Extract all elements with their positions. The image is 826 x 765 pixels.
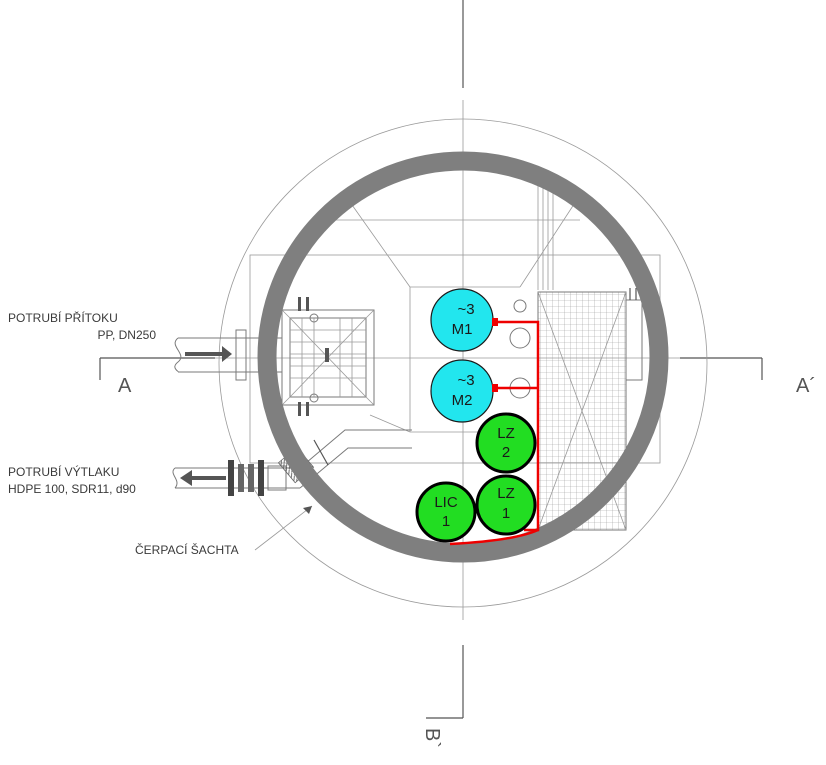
cable-route: [494, 320, 540, 532]
valve-flange: [228, 460, 234, 496]
outflow-arrow-head: [180, 470, 192, 486]
slab-diagonal: [344, 194, 411, 288]
slab-diagonal: [519, 194, 581, 288]
inflow-label-line1: POTRUBÍ PŘÍTOKU: [8, 310, 118, 325]
pressure-pipe-top: [299, 429, 412, 469]
bolt: [309, 313, 319, 323]
inlet-screen-inner: [289, 317, 367, 398]
motor-m1-line2: M1: [452, 321, 473, 338]
inlet-screen-frame: [281, 309, 375, 406]
outflow-label-line1: POTRUBÍ VÝTLAKU: [8, 464, 119, 479]
screen-handle: [306, 402, 309, 416]
lz1-line1: LZ: [497, 485, 515, 502]
inflow-pipe-break: [174, 337, 182, 373]
inflow-label-line2: PP, DN250: [98, 328, 157, 342]
screen-handle: [298, 402, 301, 416]
outer-circle: [218, 118, 708, 608]
inflow-flange: [235, 329, 247, 381]
motor-junction: [513, 299, 527, 313]
motor-m2: ~3 M2: [430, 359, 494, 423]
lic1-line2: 1: [442, 513, 450, 530]
shaft-leader: [254, 505, 313, 551]
level-controller-lic1: LIC 1: [415, 481, 477, 543]
shaft-label: ČERPACÍ ŠACHTA: [135, 542, 239, 557]
bolt: [309, 393, 319, 403]
motor-m2-line2: M2: [452, 392, 473, 409]
lic1-line1: LIC: [434, 494, 458, 511]
motor-m2-terminal: [492, 384, 498, 392]
level-switch-lz1: LZ 1: [475, 474, 537, 536]
lz2-line1: LZ: [497, 425, 515, 442]
section-a-left-label: A: [118, 375, 132, 397]
level-switch-lz2: LZ 2: [475, 412, 537, 474]
motor-m1-terminal: [492, 318, 498, 326]
valve-body: [248, 464, 254, 492]
screen-latch: [325, 348, 329, 362]
cable-route: [449, 528, 539, 546]
screen-handle: [306, 297, 309, 311]
grate-diagonal: [537, 291, 627, 531]
shaft-ring: [257, 151, 669, 563]
motor-m1-line1: ~3: [457, 301, 474, 318]
section-b-bottom-label: B`: [421, 728, 443, 748]
wall-valve-stem: [313, 439, 329, 466]
lz2-line2: 2: [502, 444, 510, 461]
section-a-right-label: A´: [796, 375, 816, 397]
inflow-arrow-head: [222, 346, 232, 362]
inlet-screen-grid: [281, 309, 375, 406]
motor-m1: ~3 M1: [430, 288, 494, 352]
slab-diagonal: [369, 414, 411, 433]
screen-handle: [298, 297, 301, 311]
motor-junction: [509, 327, 531, 349]
grate-hinge: [625, 299, 643, 381]
outflow-label-line2: HDPE 100, SDR11, d90: [8, 482, 136, 496]
outflow-pipe-break: [172, 467, 178, 489]
lz1-line2: 1: [502, 505, 510, 522]
valve-flange: [258, 460, 264, 496]
shaft-leader-arrow: [303, 506, 312, 514]
valve-box: [267, 465, 287, 491]
valve-body: [238, 464, 244, 492]
motor-m2-line1: ~3: [457, 372, 474, 389]
